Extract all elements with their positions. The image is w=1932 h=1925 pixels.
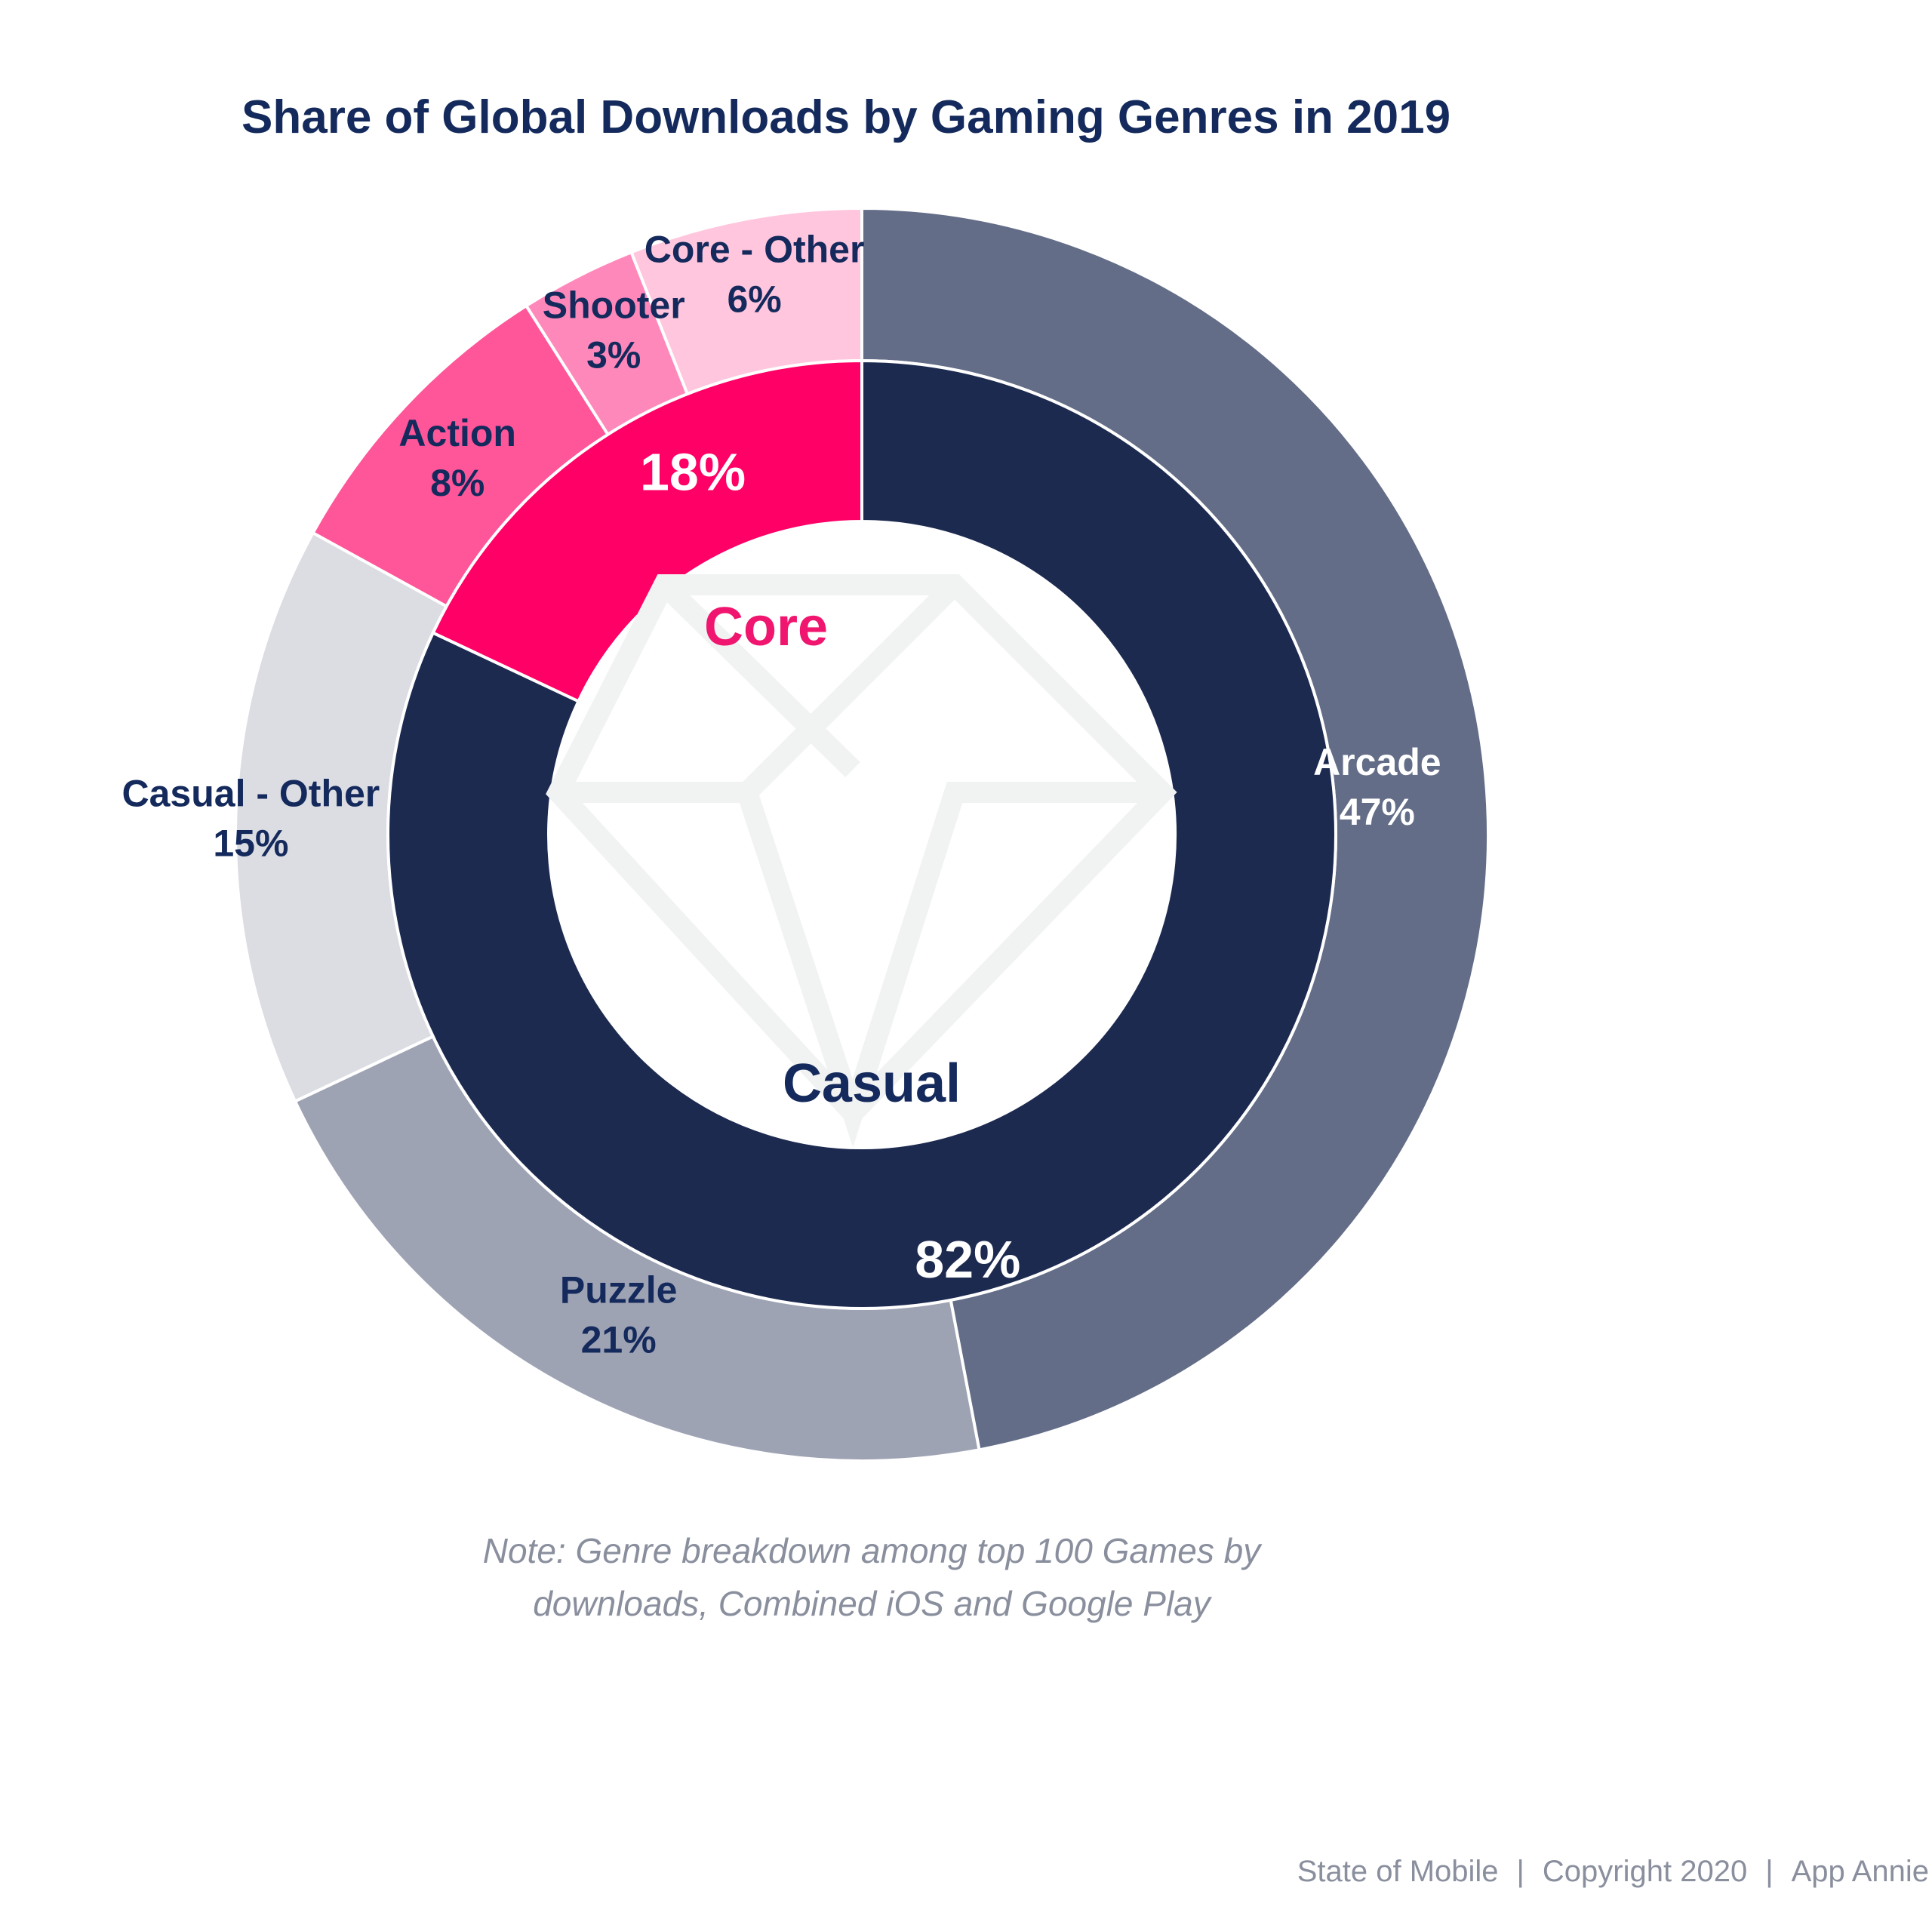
inner-ring [386,358,1337,1310]
inner-slice-casual [386,358,1337,1310]
outer-ring [234,206,1490,1462]
inner-label-casual-value: 82% [915,1230,1020,1289]
outer-label-arcade-value: 47% [1340,791,1415,833]
core-center-label: Core [704,597,828,657]
note-line-1: Note: Genre breakdown among top 100 Game… [482,1531,1261,1570]
chart-labels: Arcade 47% Puzzle 21% Casual - Other 15% Actio… [122,228,1441,1361]
inner-label-core-value: 18% [640,443,746,502]
chart-title: Share of Global Downloads by Gaming Genr… [242,91,1451,143]
footer-separator: | [1516,1855,1524,1888]
outer-label-puzzle-name: Puzzle [560,1269,678,1312]
outer-label-puzzle-value: 21% [581,1319,657,1361]
outer-label-action-value: 8% [430,462,485,504]
footer-brand: App Annie [1791,1855,1929,1888]
footer: State of Mobile | Copyright 2020 | App Annie [1297,1855,1929,1889]
diamond-icon [546,574,1177,1148]
footer-report: State of Mobile [1297,1855,1499,1888]
footer-copyright: Copyright 2020 [1542,1855,1748,1888]
note-line-2: downloads, Combined iOS and Google Play [533,1584,1211,1623]
outer-label-casual-other-name: Casual - Other [122,773,380,815]
outer-label-action-name: Action [398,412,516,454]
casual-center-label: Casual [783,1053,961,1114]
outer-label-shooter-name: Shooter [543,284,685,326]
outer-label-core-other-value: 6% [727,278,781,320]
chart-note: Note: Genre breakdown among top 100 Game… [0,1524,1743,1630]
outer-label-core-other-name: Core - Other [645,228,865,270]
outer-label-shooter-value: 3% [586,334,641,376]
footer-separator: | [1765,1855,1774,1888]
outer-label-arcade-name: Arcade [1313,741,1441,783]
outer-label-casual-other-value: 15% [213,823,288,865]
